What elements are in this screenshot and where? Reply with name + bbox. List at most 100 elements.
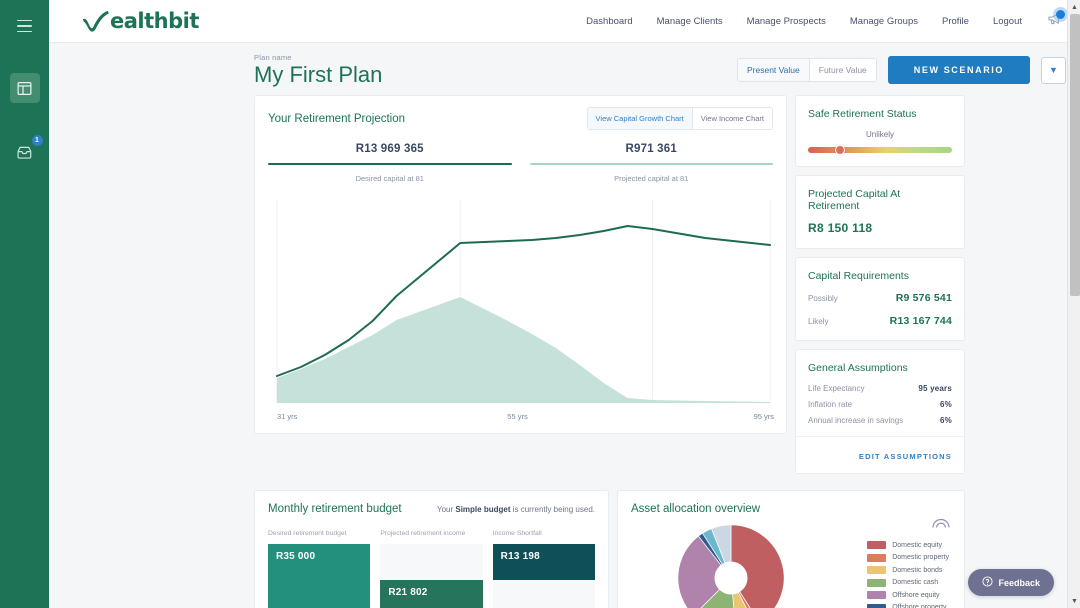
legend-swatch (867, 591, 887, 600)
layout-dashboard-icon (17, 81, 32, 96)
budget-bar-projected-track: R21 802 (380, 544, 483, 608)
budget-bar-projected-value: R21 802 (380, 580, 483, 608)
future-value-button[interactable]: Future Value (809, 59, 876, 82)
assumption-inflation-value: 6% (940, 400, 952, 410)
general-assumptions-title: General Assumptions (808, 362, 908, 375)
caret-up-icon[interactable]: ▲ (1071, 3, 1078, 11)
main-area: ealthbit Dashboard Manage Clients Manage… (49, 0, 1080, 608)
hamburger-icon[interactable] (12, 13, 38, 39)
nav-manage-clients[interactable]: Manage Clients (656, 15, 723, 27)
capital-requirements-title: Capital Requirements (808, 270, 909, 283)
safe-status-gauge[interactable] (808, 145, 952, 156)
new-scenario-dropdown-button[interactable]: ▼ (1041, 56, 1066, 84)
feedback-button[interactable]: Feedback (968, 569, 1054, 596)
nav-profile[interactable]: Profile (942, 15, 969, 27)
scrollbar-thumb[interactable] (1069, 14, 1080, 296)
legend-label: Domestic equity (892, 541, 942, 549)
legend-label: Domestic property (892, 554, 949, 562)
asset-allocation-legend: Domestic equity Domestic property Domest… (867, 541, 949, 608)
legend-item: Offshore equity (867, 591, 949, 600)
plan-header: Plan name My First Plan Present Value Fu… (49, 43, 1066, 95)
arc-chart-icon[interactable] (931, 515, 951, 534)
nav-manage-groups[interactable]: Manage Groups (849, 15, 918, 27)
capital-requirements-card: Capital Requirements Possibly R9 576 541… (795, 257, 965, 342)
budget-title: Monthly retirement budget (268, 503, 402, 516)
logo-text: ealthbit (110, 9, 199, 33)
legend-label: Domestic bonds (892, 566, 943, 574)
top-nav: Dashboard Manage Clients Manage Prospect… (586, 16, 1022, 27)
legend-item: Domestic property (867, 553, 949, 562)
budget-note-strong: Simple budget (455, 505, 511, 515)
asset-allocation-column: Asset allocation overview (617, 490, 965, 608)
caret-down-icon[interactable]: ▼ (1071, 597, 1078, 605)
new-scenario-button[interactable]: NEW SCENARIO (887, 56, 1030, 85)
assumption-life-expectancy-value: 95 years (918, 384, 952, 394)
nav-dashboard[interactable]: Dashboard (586, 15, 633, 27)
feedback-label: Feedback (998, 577, 1040, 588)
safe-status-title: Safe Retirement Status (808, 108, 917, 121)
budget-card-header: Monthly retirement budget Your Simple bu… (268, 503, 595, 515)
kpi-desired-capital: R13 969 365 Desired capital at 81 (268, 143, 512, 183)
nav-logout[interactable]: Logout (992, 15, 1022, 27)
legend-item: Offshore property (867, 603, 949, 608)
projection-kpis: R13 969 365 Desired capital at 81 R971 3… (255, 130, 786, 183)
pie-slice[interactable] (677, 535, 732, 608)
legend-swatch (867, 566, 887, 575)
budget-bar-projected: Projected retirement income R21 802 (380, 530, 483, 608)
legend-swatch (867, 541, 887, 550)
capital-growth-chart (255, 183, 786, 412)
legend-label: Domestic cash (892, 579, 939, 587)
projection-card-header: Your Retirement Projection View Capital … (255, 96, 786, 131)
chart-x-axis: 31 yrs 55 yrs 95 yrs (255, 412, 786, 433)
wealthbit-w-icon (81, 8, 111, 34)
legend-item: Domestic equity (867, 541, 949, 550)
general-assumptions-footer: EDIT ASSUMPTIONS (796, 436, 964, 473)
question-circle-icon (982, 576, 994, 589)
tab-income-chart[interactable]: View Income Chart (692, 108, 772, 130)
asset-allocation-pie-svg (677, 524, 785, 608)
assumption-row: Life Expectancy 95 years (808, 384, 952, 393)
announcements-badge-dot (1056, 10, 1065, 19)
chart-tabs: View Capital Growth Chart View Income Ch… (586, 107, 773, 131)
retirement-projection-card: Your Retirement Projection View Capital … (254, 95, 787, 435)
kpi-projected-capital: R971 361 Projected capital at 81 (529, 143, 773, 184)
pie-slice[interactable] (730, 578, 755, 608)
projected-capital-value: R8 150 118 (808, 221, 873, 236)
axis-mid-label: 55 yrs (507, 412, 528, 422)
capital-likely-label: Likely (808, 317, 829, 327)
top-bar: ealthbit Dashboard Manage Clients Manage… (49, 0, 1080, 43)
budget-bar-shortfall-value: R13 198 (492, 544, 595, 581)
inbox-icon (16, 144, 33, 160)
budget-note-pre: Your (436, 505, 456, 515)
rail-item-dashboard[interactable] (9, 73, 40, 103)
page-title: My First Plan (254, 62, 383, 87)
projected-capital-title: Projected Capital At Retirement (808, 188, 901, 213)
budget-bar-desired: Desired retirement budget R35 000 (268, 530, 371, 608)
budget-bar-desired-label: Desired retirement budget (268, 530, 347, 538)
asset-allocation-card: Asset allocation overview (617, 490, 965, 608)
legend-label: Offshore equity (892, 591, 940, 599)
nav-manage-prospects[interactable]: Manage Prospects (746, 15, 826, 27)
safe-status-gauge-marker[interactable] (834, 145, 845, 156)
projection-column: Your Retirement Projection View Capital … (254, 95, 787, 482)
tab-capital-growth-chart[interactable]: View Capital Growth Chart (587, 108, 693, 130)
announcements-button[interactable] (1044, 10, 1066, 32)
budget-note-post: is currently being used. (510, 505, 595, 515)
content-columns: Your Retirement Projection View Capital … (49, 95, 1066, 482)
kpi-projected-rule (529, 163, 773, 166)
page-scrollbar[interactable]: ▲ ▼ (1067, 0, 1080, 608)
bottom-row: Monthly retirement budget Your Simple bu… (49, 490, 1066, 608)
projected-capital-card: Projected Capital At Retirement R8 150 1… (795, 175, 965, 250)
capital-requirement-row: Likely R13 167 744 (808, 315, 952, 327)
capital-possibly-value: R9 576 541 (895, 292, 952, 305)
capital-possibly-label: Possibly (808, 294, 838, 304)
summary-column: Safe Retirement Status Unlikely Projecte… (795, 95, 965, 482)
rail-item-inbox[interactable]: 1 (10, 135, 43, 167)
present-value-button[interactable]: Present Value (737, 59, 810, 82)
kpi-projected-caption: Projected capital at 81 (614, 174, 689, 184)
value-mode-toggle: Present Value Future Value (736, 58, 877, 83)
budget-bar-projected-label: Projected retirement income (380, 530, 466, 538)
edit-assumptions-link[interactable]: EDIT ASSUMPTIONS (858, 452, 952, 462)
wealthbit-logo[interactable]: ealthbit (81, 8, 199, 34)
monthly-retirement-budget-card: Monthly retirement budget Your Simple bu… (254, 490, 609, 608)
